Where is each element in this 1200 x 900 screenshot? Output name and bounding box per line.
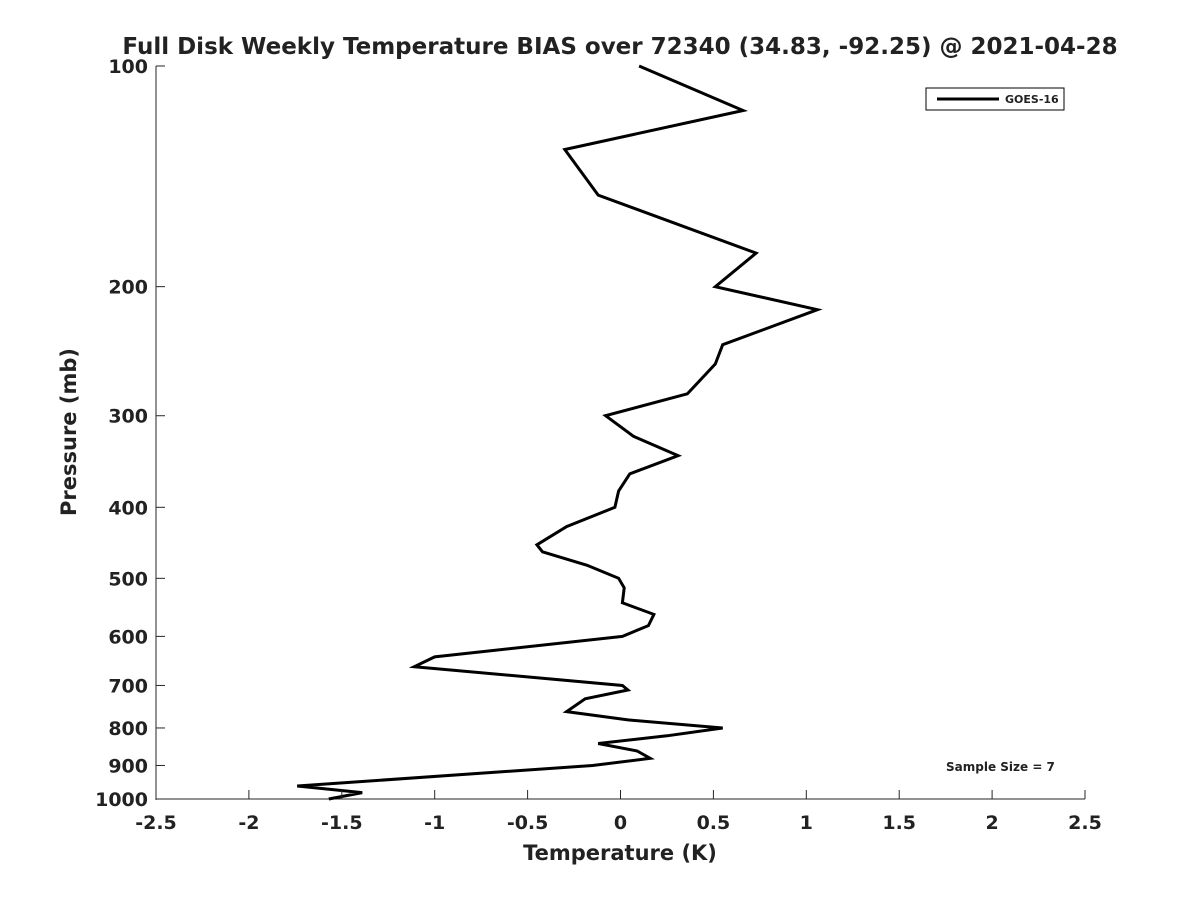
x-tick-label: 2.5 <box>1068 812 1102 834</box>
legend: GOES-16 <box>925 87 1065 111</box>
axes-frame <box>155 66 1085 800</box>
y-tick-label: 500 <box>108 568 148 590</box>
y-tick-label: 300 <box>108 406 148 428</box>
tick-layer: -2.5 -2 -1.5 -1 -0.5 0 0.5 1 1.5 2 2.5 100 200 300 400… <box>95 56 1102 834</box>
y-tick-label: 100 <box>108 56 148 78</box>
sample-size-annotation: Sample Size = 7 <box>946 760 1055 774</box>
x-axis-label: Temperature (K) <box>523 841 717 865</box>
x-tick-label: -1.5 <box>321 812 363 834</box>
x-tick-label: 2 <box>985 812 998 834</box>
x-tick-label: -2.5 <box>135 812 177 834</box>
chart-title: Full Disk Weekly Temperature BIAS over 7… <box>122 34 1117 60</box>
y-axis-label: Pressure (mb) <box>57 348 81 516</box>
y-tick-label: 200 <box>108 277 148 299</box>
x-tick-label: 1 <box>800 812 813 834</box>
x-tick-label: -1 <box>424 812 445 834</box>
x-tick-label: -2 <box>238 812 259 834</box>
x-tick-label: -0.5 <box>507 812 549 834</box>
x-tick-label: 0.5 <box>697 812 731 834</box>
x-tick-label: 1.5 <box>882 812 916 834</box>
y-tick-label: 700 <box>108 675 148 697</box>
series-line-goes-16 <box>297 64 823 801</box>
y-tick-label: 800 <box>108 718 148 740</box>
y-tick-label: 1000 <box>95 789 148 811</box>
y-tick-label: 900 <box>108 755 148 777</box>
data-layer <box>297 64 823 801</box>
x-tick-label: 0 <box>614 812 627 834</box>
legend-label: GOES-16 <box>1005 93 1059 106</box>
y-tick-label: 400 <box>108 497 148 519</box>
y-tick-label: 600 <box>108 626 148 648</box>
